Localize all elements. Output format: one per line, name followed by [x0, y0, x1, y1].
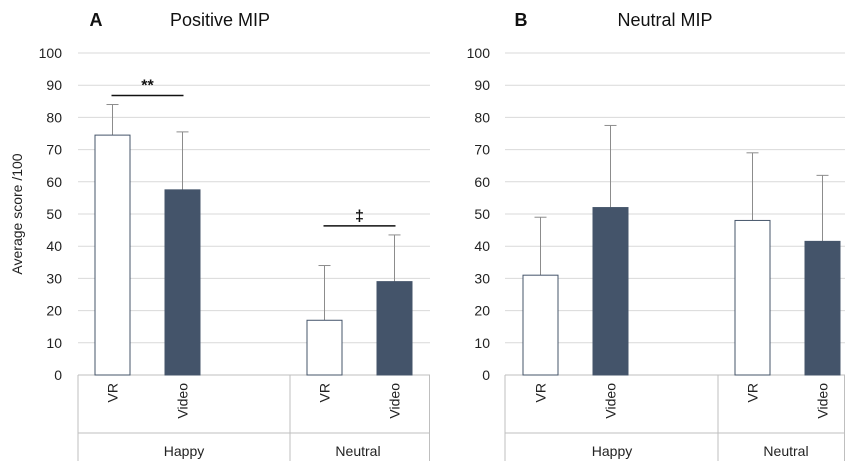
significance-marker: ‡: [355, 208, 364, 225]
y-tick-label: 40: [474, 238, 490, 254]
y-tick-label: 50: [474, 206, 490, 222]
y-tick-label: 0: [54, 367, 62, 383]
y-tick-label: 90: [46, 77, 62, 93]
panel-letter: A: [90, 10, 103, 30]
y-tick-label: 80: [46, 109, 62, 125]
x-category-label: Video: [175, 383, 191, 419]
x-group-label: Happy: [592, 443, 632, 459]
x-category-label: VR: [105, 383, 121, 402]
y-tick-label: 30: [474, 270, 490, 286]
bar-happy-vr: [522, 274, 559, 376]
y-tick-label: 60: [474, 174, 490, 190]
x-group-label: Neutral: [763, 443, 808, 459]
chart-title: Neutral MIP: [617, 10, 712, 30]
x-category-label: VR: [533, 383, 549, 402]
y-tick-label: 20: [46, 303, 62, 319]
y-tick-label: 50: [46, 206, 62, 222]
y-tick-label: 0: [482, 367, 490, 383]
y-tick-label: 70: [474, 142, 490, 158]
x-category-label: VR: [745, 383, 761, 402]
x-group-label: Happy: [164, 443, 204, 459]
y-axis-label: Average score /100: [9, 153, 25, 274]
y-tick-label: 40: [46, 238, 62, 254]
y-tick-label: 20: [474, 303, 490, 319]
bar-neutral-video: [804, 240, 841, 376]
bar-happy-vr: [94, 134, 131, 376]
y-tick-label: 10: [474, 335, 490, 351]
bar-neutral-vr: [306, 319, 343, 376]
panel-letter: B: [515, 10, 528, 30]
chart-title: Positive MIP: [170, 10, 270, 30]
y-tick-label: 90: [474, 77, 490, 93]
panel-a: 0 10 20 30 40 50 60 70 80 90 100 VR Video VR Video Happ…: [9, 10, 430, 461]
y-tick-label: 100: [39, 45, 63, 61]
panel-b: 0 10 20 30 40 50 60 70 80 90 100 VR Video VR Video Happ…: [467, 10, 845, 461]
y-tick-label: 10: [46, 335, 62, 351]
y-tick-label: 60: [46, 174, 62, 190]
bar-happy-video: [592, 207, 629, 376]
x-category-label: Video: [815, 383, 831, 419]
x-category-label: Video: [387, 383, 403, 419]
y-tick-label: 70: [46, 142, 62, 158]
bar-happy-video: [164, 189, 201, 376]
x-group-label: Neutral: [335, 443, 380, 459]
significance-marker: **: [141, 78, 154, 95]
y-tick-label: 80: [474, 109, 490, 125]
x-category-label: VR: [317, 383, 333, 402]
y-tick-label: 30: [46, 270, 62, 286]
y-tick-label: 100: [467, 45, 491, 61]
bar-neutral-vr: [734, 219, 771, 376]
x-category-label: Video: [603, 383, 619, 419]
bar-neutral-video: [376, 281, 413, 376]
